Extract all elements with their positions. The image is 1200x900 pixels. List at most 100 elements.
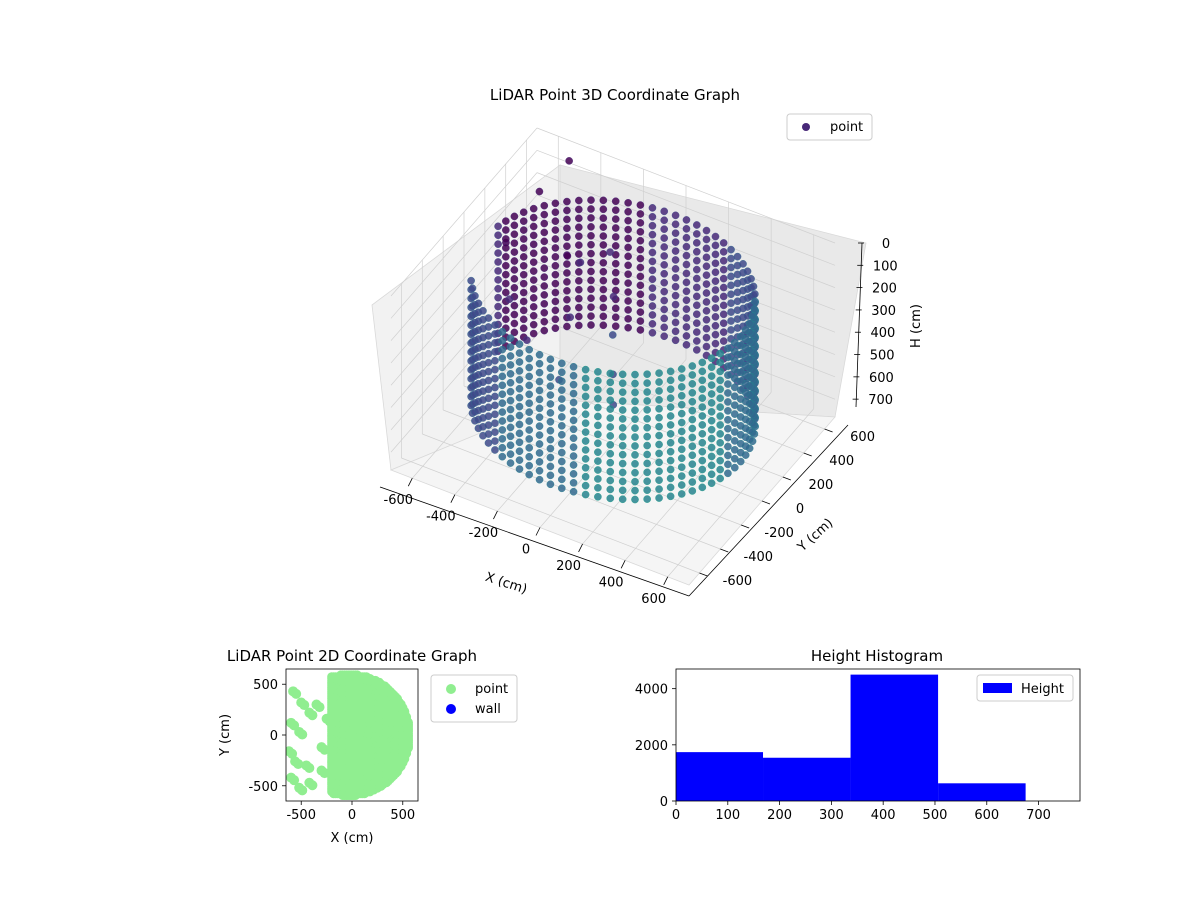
- point-marker: [576, 258, 585, 267]
- point-marker: [599, 223, 608, 231]
- point-marker: [557, 475, 566, 484]
- point-marker: [682, 242, 691, 251]
- point-marker: [611, 197, 620, 206]
- point-marker: [557, 404, 566, 412]
- point-marker: [575, 205, 583, 214]
- point-marker: [519, 226, 528, 234]
- point-marker: [551, 226, 560, 234]
- point-marker: [692, 265, 701, 274]
- point-marker: [702, 280, 711, 288]
- point-marker: [698, 358, 707, 367]
- y-tick-label: -600: [723, 574, 753, 589]
- legend-point-marker: [446, 684, 456, 694]
- point-marker: [569, 389, 578, 398]
- x-tick-label: 300: [819, 808, 844, 823]
- point-marker: [291, 688, 302, 699]
- point-marker: [688, 380, 697, 388]
- plot3d: LiDAR Point 3D Coordinate Graph -600 -400…: [371, 86, 924, 607]
- point-marker: [297, 785, 308, 796]
- point-marker: [551, 244, 560, 252]
- point-marker: [540, 317, 549, 326]
- point-marker: [515, 447, 524, 456]
- point-marker: [297, 729, 308, 740]
- point-marker: [666, 465, 675, 474]
- point-marker: [702, 262, 711, 271]
- point-marker: [535, 431, 544, 439]
- point-marker: [581, 383, 590, 392]
- point-marker: [506, 361, 515, 369]
- point-marker: [618, 397, 627, 405]
- point-marker: [636, 245, 645, 254]
- point-marker: [671, 327, 680, 336]
- point-marker: [525, 399, 534, 408]
- point-marker: [688, 469, 697, 477]
- point-marker: [671, 256, 680, 264]
- point-marker: [719, 239, 728, 247]
- point-marker: [707, 354, 716, 363]
- point-marker: [510, 275, 519, 283]
- point-marker: [724, 415, 732, 424]
- point-marker: [618, 370, 627, 379]
- point-marker: [515, 465, 524, 473]
- point-marker: [624, 270, 632, 279]
- point-marker: [498, 408, 507, 416]
- point-marker: [677, 374, 686, 382]
- y-tick: [720, 548, 729, 553]
- point-marker: [682, 296, 691, 305]
- y-tick-label: 0: [270, 729, 278, 744]
- point-marker: [563, 260, 571, 268]
- plot3d-ticks: -600-400-2000200400600-600-400-200020040…: [384, 237, 898, 607]
- y-tick-label: 200: [808, 478, 833, 493]
- y-tick: [741, 524, 750, 529]
- point-marker: [716, 394, 724, 403]
- point-marker: [692, 328, 701, 336]
- point-marker: [611, 224, 620, 232]
- point-marker: [707, 461, 716, 470]
- point-marker: [698, 447, 707, 456]
- histogram-ticks: 0 100 200 300 400 500 600 700 0 2000 4000: [635, 683, 1051, 823]
- point-marker: [546, 355, 555, 364]
- point-marker: [631, 468, 639, 477]
- point-marker: [515, 349, 524, 357]
- point-marker: [546, 409, 555, 417]
- point-marker: [484, 367, 493, 376]
- point-marker: [569, 363, 578, 371]
- point-marker: [587, 196, 595, 204]
- point-marker: [636, 236, 645, 245]
- point-marker: [624, 225, 632, 234]
- point-marker: [636, 308, 645, 316]
- point-marker: [671, 247, 680, 255]
- point-marker: [519, 253, 528, 261]
- point-marker: [724, 407, 732, 415]
- point-marker: [551, 288, 560, 297]
- point-marker: [606, 467, 615, 476]
- point-marker: [688, 478, 697, 486]
- z-tick-label: 200: [872, 282, 897, 297]
- point-marker: [484, 421, 493, 429]
- point-marker: [569, 461, 578, 469]
- point-marker: [529, 258, 538, 267]
- point-marker: [611, 277, 620, 286]
- point-marker: [569, 416, 578, 425]
- plot3d-x-label: X (cm): [483, 570, 529, 598]
- point-marker: [682, 332, 691, 340]
- point-marker: [611, 268, 620, 277]
- point-marker: [606, 369, 615, 378]
- point-marker: [575, 223, 583, 232]
- x-tick-label: 100: [715, 808, 740, 823]
- point-marker: [484, 349, 493, 358]
- point-marker: [519, 279, 528, 288]
- point-marker: [692, 301, 701, 310]
- point-marker: [671, 211, 680, 220]
- y-tick-label: 600: [850, 430, 875, 445]
- point-marker: [702, 253, 711, 262]
- point-marker: [502, 261, 510, 270]
- y-tick: [782, 476, 791, 481]
- point-marker: [519, 297, 528, 306]
- point-marker: [529, 240, 538, 249]
- point-marker: [711, 268, 720, 277]
- point-marker: [587, 223, 595, 231]
- point-marker: [594, 457, 602, 465]
- point-marker: [519, 217, 528, 225]
- plot2d-legend-point: point: [475, 682, 508, 697]
